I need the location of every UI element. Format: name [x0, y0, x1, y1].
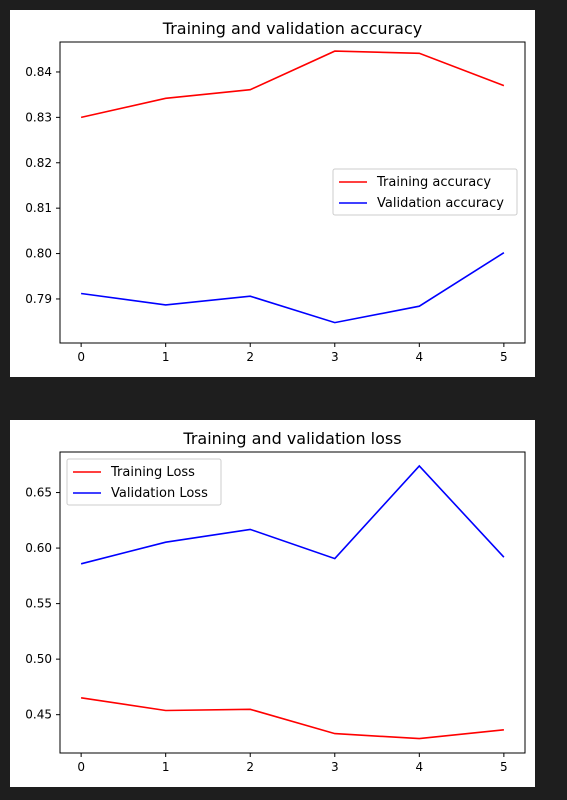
- accuracy-y-tick-label: 0.82: [25, 156, 52, 170]
- loss-legend-label-2: Validation Loss: [111, 486, 208, 501]
- loss-y-tick-label: 0.60: [25, 541, 52, 555]
- loss-chart-title: Training and validation loss: [182, 429, 401, 448]
- loss-y-tick-label: 0.55: [25, 597, 52, 611]
- accuracy-y-tick-label: 0.80: [25, 247, 52, 261]
- accuracy-chart: Training and validation accuracy 0 1 2 3 4 5 0.…: [10, 10, 535, 377]
- loss-y-tick-label: 0.50: [25, 652, 52, 666]
- accuracy-y-tick-label: 0.79: [25, 292, 52, 306]
- loss-x-tick-label: 1: [162, 760, 170, 774]
- loss-x-tick-label: 0: [77, 760, 85, 774]
- accuracy-y-tick-label: 0.84: [25, 65, 52, 79]
- accuracy-y-tick-label: 0.83: [25, 110, 52, 124]
- accuracy-series-line-1: [81, 51, 504, 117]
- loss-chart-figure: Training and validation loss 0 1 2 3 4 5 0.45 0.…: [10, 420, 535, 787]
- accuracy-chart-figure: Training and validation accuracy 0 1 2 3 4 5 0.…: [10, 10, 535, 377]
- accuracy-x-tick-label: 1: [162, 350, 170, 364]
- accuracy-x-tick-label: 3: [331, 350, 339, 364]
- accuracy-chart-title: Training and validation accuracy: [162, 19, 422, 38]
- loss-series-line-1: [81, 698, 504, 739]
- loss-y-tick-label: 0.45: [25, 708, 52, 722]
- loss-y-tick-label: 0.65: [25, 486, 52, 500]
- accuracy-legend-label-1: Training accuracy: [376, 175, 491, 190]
- accuracy-x-tick-label: 4: [415, 350, 423, 364]
- loss-chart: Training and validation loss 0 1 2 3 4 5 0.45 0.…: [10, 420, 535, 787]
- accuracy-x-tick-label: 2: [246, 350, 254, 364]
- loss-x-tick-label: 3: [331, 760, 339, 774]
- accuracy-legend-label-2: Validation accuracy: [377, 196, 504, 211]
- loss-legend-label-1: Training Loss: [110, 465, 195, 480]
- loss-x-tick-label: 4: [415, 760, 423, 774]
- loss-x-tick-label: 2: [246, 760, 254, 774]
- accuracy-y-tick-label: 0.81: [25, 201, 52, 215]
- loss-x-tick-label: 5: [500, 760, 508, 774]
- accuracy-series-line-2: [81, 253, 504, 323]
- accuracy-x-tick-label: 5: [500, 350, 508, 364]
- accuracy-x-tick-label: 0: [77, 350, 85, 364]
